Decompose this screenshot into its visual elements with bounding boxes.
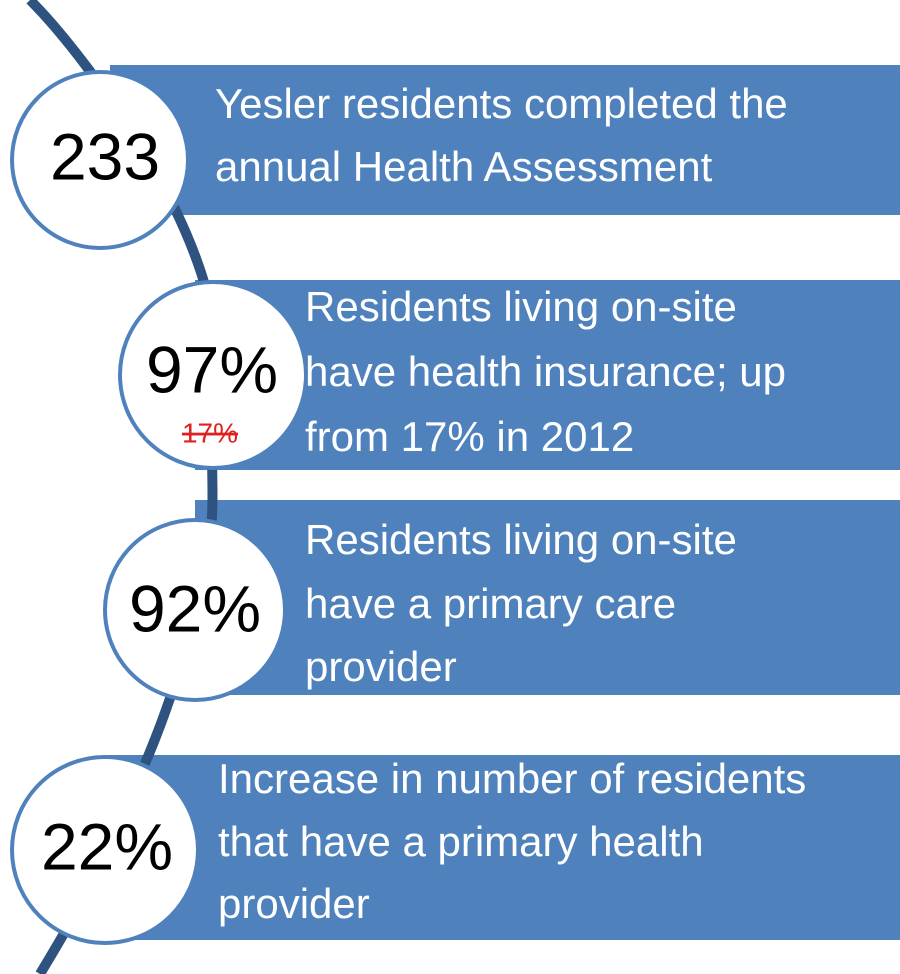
item-circle [118,280,308,470]
item-text: provider [305,643,457,690]
item-circle [103,518,287,702]
item-circle [10,70,190,250]
item-number: 97% [146,332,278,406]
item-old-number: 17% [182,417,238,448]
item-circle [10,755,200,945]
item-box [195,500,900,695]
item-text: Increase in number of residents [218,755,806,802]
item-text: have health insurance; up [305,348,786,395]
item-number: 92% [129,571,261,645]
item-box [110,65,900,215]
item-text: Residents living on-site [305,516,737,563]
item-number: 22% [41,809,173,883]
item-text: provider [218,880,370,927]
item-text: have a primary care [305,580,676,627]
item-number: 233 [50,119,160,193]
item-text: Yesler residents completed the [215,80,788,127]
item-text: from 17% in 2012 [305,413,634,460]
item-text: that have a primary health [218,818,704,865]
item-text: Residents living on-site [305,283,737,330]
item-box [110,755,900,940]
item-box [195,280,900,470]
item-text: annual Health Assessment [215,143,713,190]
